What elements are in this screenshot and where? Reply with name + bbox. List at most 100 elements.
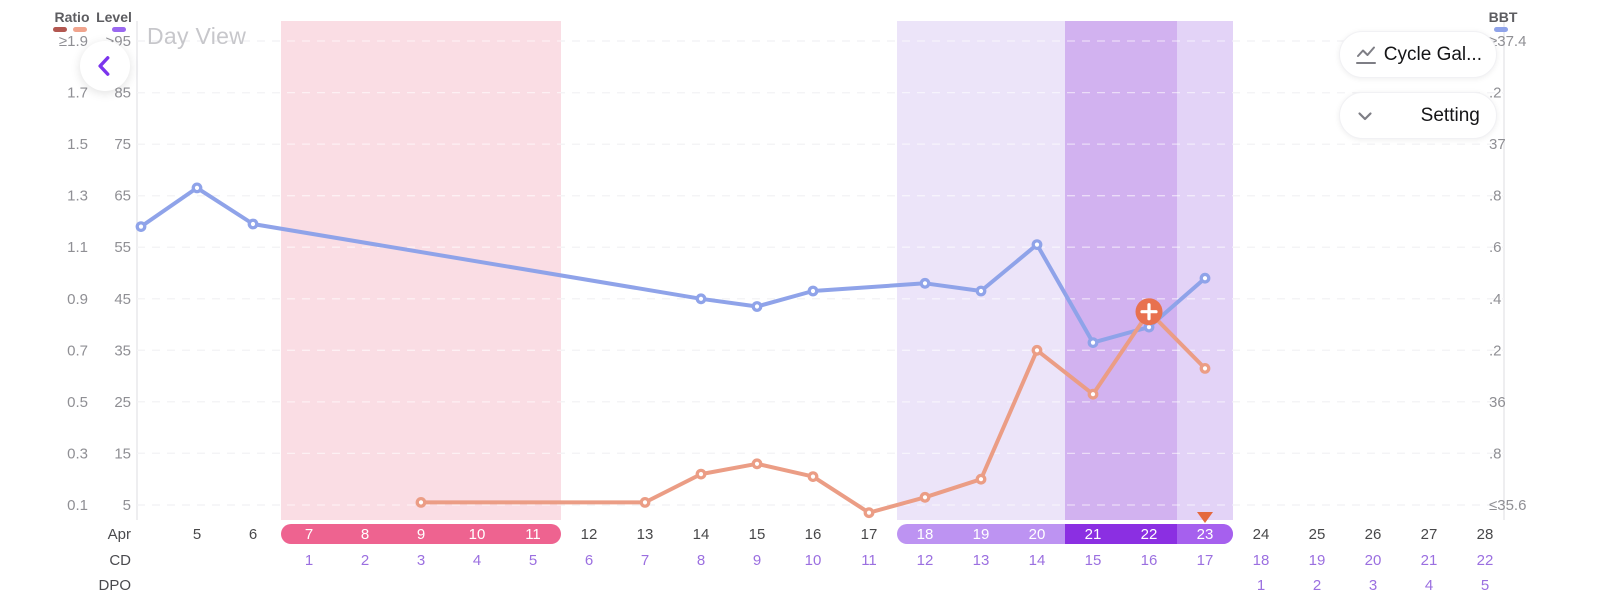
svg-text:3: 3	[1369, 577, 1377, 594]
svg-text:25: 25	[114, 394, 131, 411]
svg-text:4: 4	[473, 552, 481, 569]
svg-text:≥37.4: ≥37.4	[1489, 33, 1526, 50]
month-label: Apr	[108, 526, 131, 543]
date-label: 7	[305, 526, 313, 543]
svg-text:18: 18	[1253, 552, 1270, 569]
svg-text:0.3: 0.3	[67, 445, 88, 462]
date-label: 20	[1029, 526, 1046, 543]
chevron-down-icon	[1355, 106, 1419, 126]
svg-text:1.7: 1.7	[67, 85, 88, 102]
bbt-legend-label: BBT	[1488, 9, 1518, 25]
svg-text:.8: .8	[1489, 188, 1502, 205]
add-data-button[interactable]	[1135, 298, 1163, 326]
svg-text:0.1: 0.1	[67, 497, 88, 514]
svg-text:13: 13	[973, 552, 990, 569]
svg-text:1.5: 1.5	[67, 136, 88, 153]
date-label: 16	[805, 526, 822, 543]
ratio-low-legend-swatch	[73, 27, 87, 32]
ratio-legend-label: Ratio	[54, 9, 90, 25]
svg-text:9: 9	[753, 552, 761, 569]
level-legend-label: Level	[96, 9, 132, 25]
svg-text:5: 5	[123, 497, 131, 514]
date-label: 8	[361, 526, 369, 543]
svg-text:37: 37	[1489, 136, 1506, 153]
svg-text:36: 36	[1489, 394, 1506, 411]
date-label: 28	[1477, 526, 1494, 543]
svg-text:12: 12	[917, 552, 934, 569]
setting-button[interactable]: Setting	[1339, 92, 1497, 139]
ratio-high-legend-swatch	[53, 27, 67, 32]
svg-text:.8: .8	[1489, 445, 1502, 462]
date-label: 14	[693, 526, 710, 543]
svg-text:2: 2	[1313, 577, 1321, 594]
date-label: 12	[581, 526, 598, 543]
svg-text:6: 6	[585, 552, 593, 569]
dpo-row: 1 2 3 4 5	[1257, 577, 1489, 594]
svg-text:65: 65	[114, 188, 131, 205]
svg-text:2: 2	[361, 552, 369, 569]
fertile-window-band	[897, 21, 1065, 520]
svg-text:1.3: 1.3	[67, 188, 88, 205]
date-label: 13	[637, 526, 654, 543]
bbt-axis-ticks: ≥37.4 .2 37 .8 .6 .4 .2 36 .8 ≤35.6	[1489, 33, 1526, 514]
svg-text:14: 14	[1029, 552, 1046, 569]
date-label: 17	[861, 526, 878, 543]
cycle-gallery-button-label: Cycle Gal...	[1383, 43, 1482, 65]
period-band	[281, 21, 561, 520]
svg-text:16: 16	[1141, 552, 1158, 569]
setting-button-label: Setting	[1420, 104, 1480, 126]
svg-text:15: 15	[1085, 552, 1102, 569]
date-label: 19	[973, 526, 990, 543]
fertile-days-pill[interactable]	[897, 524, 1233, 544]
svg-text:0.5: 0.5	[67, 394, 88, 411]
cycle-gallery-button[interactable]: Cycle Gal...	[1339, 31, 1497, 78]
date-label: 25	[1309, 526, 1326, 543]
date-label: 11	[525, 526, 541, 543]
level-legend-swatch	[112, 27, 126, 32]
date-label: 26	[1365, 526, 1382, 543]
svg-text:55: 55	[114, 239, 131, 256]
svg-text:1.1: 1.1	[67, 239, 88, 256]
svg-text:5: 5	[529, 552, 537, 569]
svg-text:10: 10	[805, 552, 822, 569]
svg-text:4: 4	[1425, 577, 1433, 594]
bbt-line	[139, 185, 1207, 345]
dpo-row-label: DPO	[98, 577, 131, 594]
date-row[interactable]: 5 6 7 8 9 10 11 12 13 14 15 16 17 18 19 20 21 22 23 24 25 26 2…	[193, 526, 1494, 543]
date-label: 24	[1253, 526, 1270, 543]
line-chart-icon	[1355, 44, 1384, 66]
chevron-left-icon	[98, 56, 110, 76]
page-title: Day View	[147, 23, 247, 49]
date-label: 21	[1085, 526, 1102, 543]
svg-text:1: 1	[305, 552, 313, 569]
svg-text:19: 19	[1309, 552, 1326, 569]
svg-text:5: 5	[1481, 577, 1489, 594]
svg-text:.6: .6	[1489, 239, 1502, 256]
period-days-pill[interactable]	[281, 524, 561, 544]
svg-text:8: 8	[697, 552, 705, 569]
svg-text:20: 20	[1365, 552, 1382, 569]
date-label: 27	[1421, 526, 1438, 543]
svg-text:≤35.6: ≤35.6	[1489, 497, 1526, 514]
svg-text:35: 35	[114, 342, 131, 359]
date-label: 6	[249, 526, 257, 543]
svg-text:.2: .2	[1489, 85, 1502, 102]
svg-text:1: 1	[1257, 577, 1265, 594]
date-label: 22	[1141, 526, 1158, 543]
date-label: 23	[1197, 526, 1214, 543]
date-label: 5	[193, 526, 201, 543]
ovulation-day-band	[1177, 21, 1233, 520]
bbt-legend-swatch	[1494, 27, 1508, 32]
svg-text:7: 7	[641, 552, 649, 569]
gridlines-overlay	[137, 40, 1504, 506]
date-label: 18	[917, 526, 934, 543]
svg-text:≥1.9: ≥1.9	[59, 33, 88, 50]
svg-text:0.9: 0.9	[67, 291, 88, 308]
date-label: 15	[749, 526, 766, 543]
svg-text:15: 15	[114, 445, 131, 462]
svg-text:45: 45	[114, 291, 131, 308]
phase-bands	[281, 21, 1233, 520]
back-button[interactable]	[80, 41, 130, 91]
